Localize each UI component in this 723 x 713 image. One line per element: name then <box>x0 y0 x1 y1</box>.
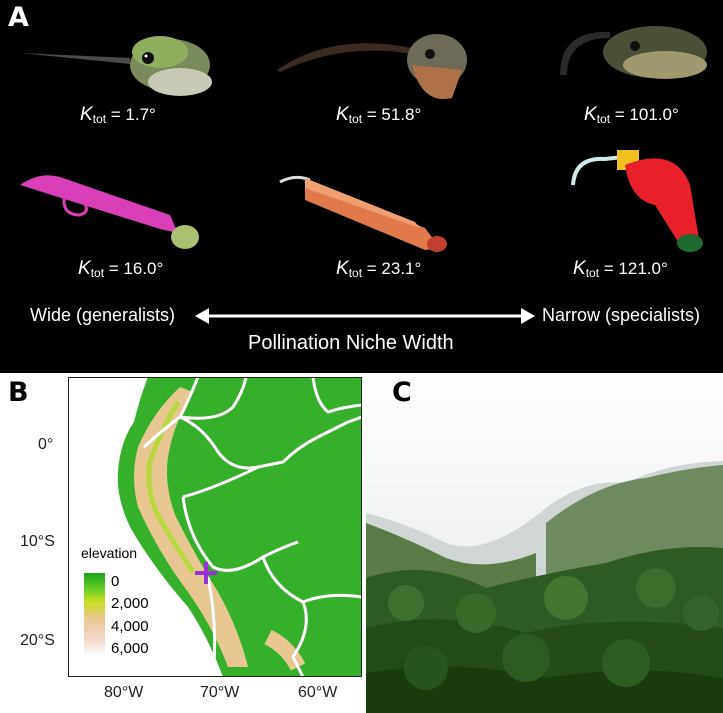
x-tick-80w: 80°W <box>104 684 144 701</box>
legend-value-0: 0 <box>111 573 120 590</box>
panel-b: B 0° 10°S 20°S 80°W 70°W 60°W elevation … <box>0 373 366 713</box>
pollination-niche-width-title: Pollination Niche Width <box>248 332 454 354</box>
study-site-marker-icon <box>195 562 217 584</box>
legend-value-4000: 4,000 <box>111 618 149 635</box>
narrow-specialists-label: Narrow (specialists) <box>542 305 701 325</box>
hummingbird-straight-bill-image <box>20 36 212 96</box>
flower-1-ktot: Ktot = 16.0° <box>78 258 164 280</box>
y-tick-10s: 10°S <box>20 533 55 550</box>
bird-3-ktot: Ktot = 101.0° <box>584 104 679 126</box>
flower-magenta-image <box>20 175 199 249</box>
cloud-forest-photo <box>366 373 723 713</box>
legend-title: elevation <box>81 545 138 561</box>
elevation-map <box>68 377 362 677</box>
x-tick-60w: 60°W <box>298 684 338 701</box>
flower-2-ktot: Ktot = 23.1° <box>336 258 422 280</box>
legend-value-2000: 2,000 <box>111 595 149 612</box>
legend-value-6000: 6,000 <box>111 640 149 657</box>
flower-red-image <box>571 150 703 252</box>
flower-3-ktot: Ktot = 121.0° <box>573 258 668 280</box>
panel-c-label: C <box>392 377 412 408</box>
hummingbird-curved-bill-image <box>277 34 467 100</box>
panel-a-label: A <box>8 2 29 33</box>
hummingbird-sickle-bill-image <box>560 26 707 79</box>
bird-2-ktot: Ktot = 51.8° <box>336 104 422 126</box>
wide-generalists-label: Wide (generalists) <box>30 305 176 325</box>
bird-1-ktot: Ktot = 1.7° <box>80 104 156 126</box>
double-arrow-icon <box>195 308 535 324</box>
y-tick-0: 0° <box>38 436 54 453</box>
flower-orange-image <box>279 175 447 252</box>
panel-a: A Ktot = 1.7° Ktot = 51.8° Ktot = 101.0° <box>0 0 723 373</box>
elevation-color-bar <box>84 573 105 655</box>
panel-b-label: B <box>8 377 29 408</box>
panel-c: C <box>366 373 723 713</box>
x-tick-70w: 70°W <box>200 684 240 701</box>
y-tick-20s: 20°S <box>20 632 55 649</box>
